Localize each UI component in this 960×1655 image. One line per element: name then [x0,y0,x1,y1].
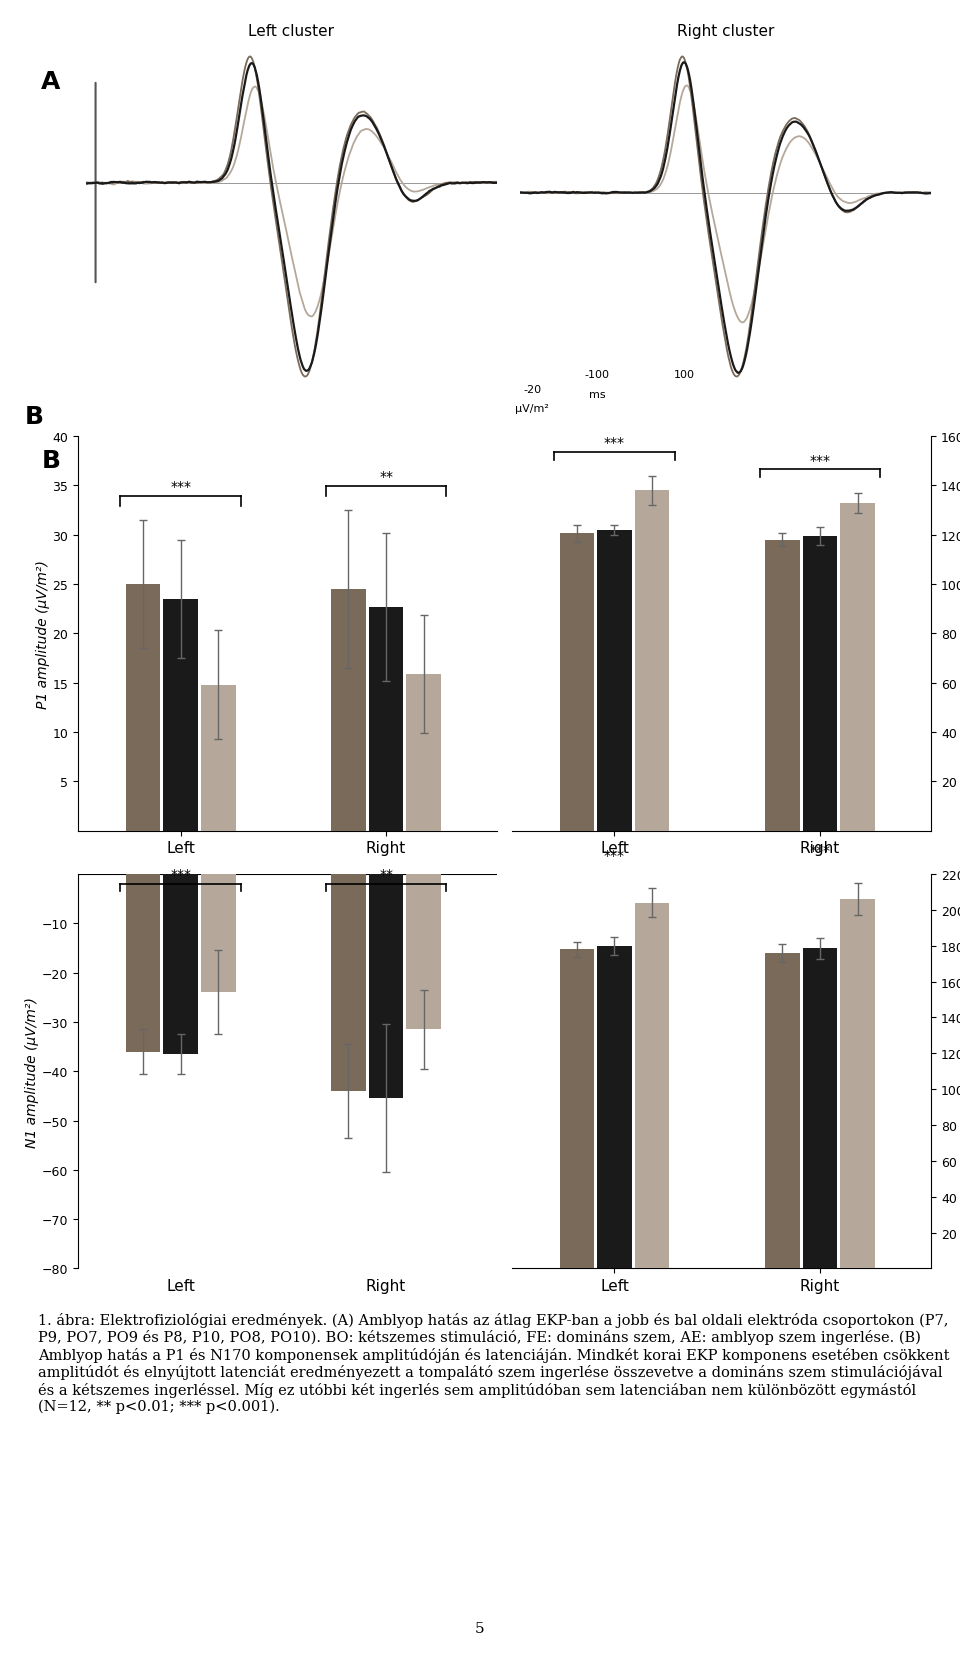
Text: 1. ábra: Elektrofiziológiai eredmények. (A) Amblyop hatás az átlag EKP-ban a job: 1. ábra: Elektrofiziológiai eredmények. … [38,1312,949,1413]
Text: 5: 5 [475,1622,485,1635]
Bar [331,874,366,1091]
Text: **: ** [379,470,393,485]
Text: ***: *** [604,849,625,862]
Bar [560,950,594,1269]
Bar [597,531,632,831]
Bar [126,874,160,1053]
Bar [331,589,366,831]
Bar [840,900,875,1269]
Bar [163,874,198,1054]
Y-axis label: N1 amplitude (μV/m²): N1 amplitude (μV/m²) [25,996,39,1147]
Text: ***: *** [604,437,625,450]
Bar [803,536,837,831]
Bar [126,584,160,831]
Text: ms: ms [588,389,606,399]
Bar [597,947,632,1269]
Text: ***: *** [170,867,191,882]
Bar [560,535,594,831]
Title: Right cluster: Right cluster [677,23,774,38]
Y-axis label: P1 amplitude (μV/m²): P1 amplitude (μV/m²) [36,559,50,708]
Text: B: B [41,449,60,473]
Text: -20: -20 [523,386,541,396]
Title: Left cluster: Left cluster [249,23,334,38]
Text: **: ** [379,867,393,882]
Text: -100: -100 [585,369,610,379]
Bar [369,607,403,831]
Bar [803,948,837,1269]
Text: ***: *** [809,844,830,857]
Bar [635,492,669,831]
Text: 20: 20 [525,0,540,2]
Bar [406,874,441,1029]
Text: ***: *** [809,453,830,467]
Bar [369,874,403,1099]
Bar [635,904,669,1269]
Bar [840,503,875,831]
Bar [406,674,441,831]
Bar [201,874,235,993]
Bar [765,953,800,1269]
Bar [163,599,198,831]
Text: B: B [25,404,44,429]
Bar [201,685,235,831]
Text: 100: 100 [674,369,695,379]
Text: ***: *** [170,480,191,493]
Text: μV/m²: μV/m² [516,404,549,414]
Bar [765,540,800,831]
Text: A: A [41,70,60,94]
